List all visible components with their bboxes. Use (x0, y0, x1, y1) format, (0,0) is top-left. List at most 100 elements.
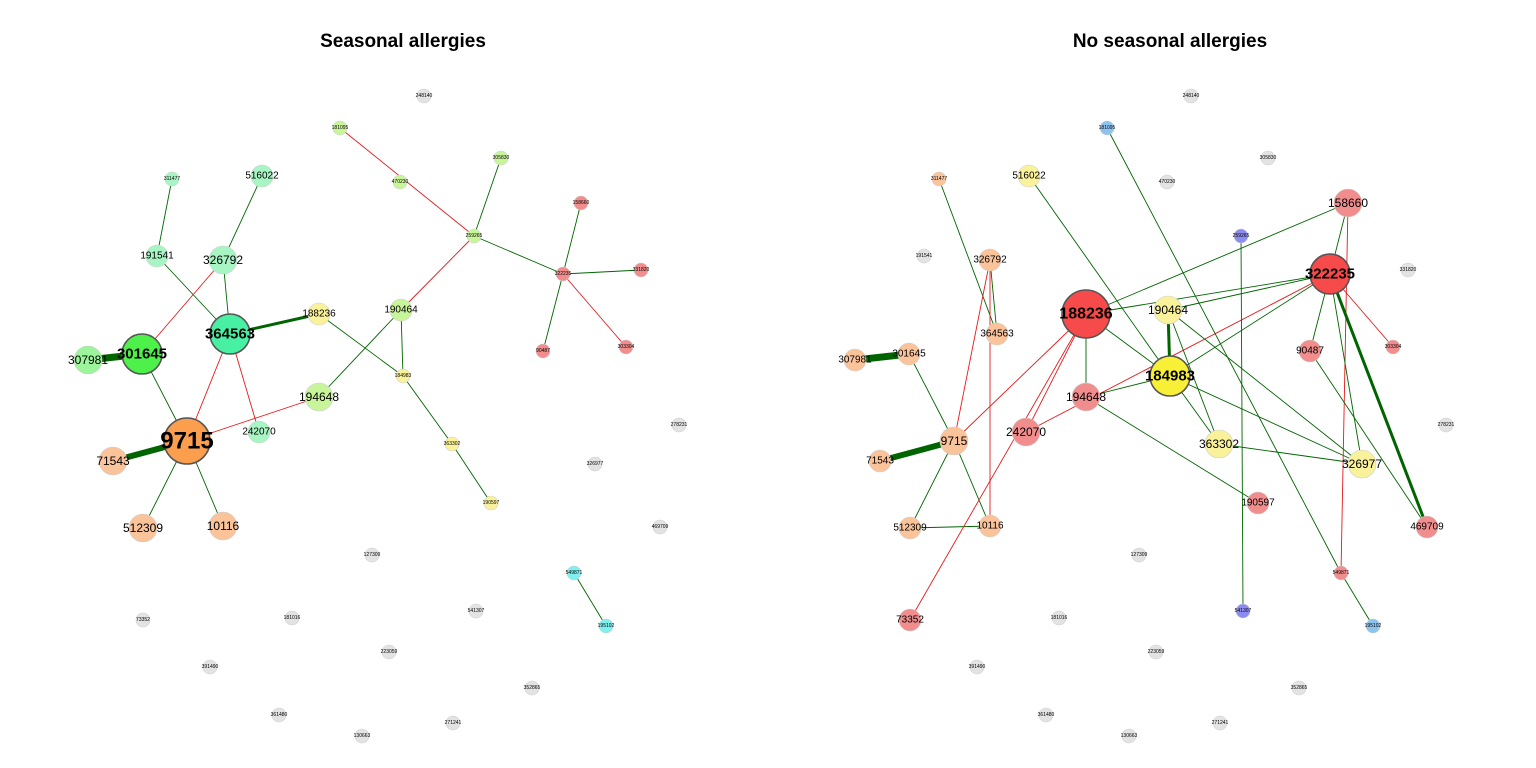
node-circle (1235, 603, 1251, 619)
node-circle (1071, 382, 1101, 412)
node-271241: 271241 (445, 715, 462, 731)
node-label: 363302 (1199, 437, 1239, 451)
node-circle (208, 511, 238, 541)
node-248140: 248140 (416, 88, 433, 104)
node-label: 195102 (1365, 623, 1382, 629)
node-label: 331820 (633, 267, 650, 273)
node-259265: 259265 (1233, 228, 1250, 244)
node-circle (1017, 164, 1041, 188)
node-322235: 322235 (1305, 253, 1355, 295)
node-circle (1051, 610, 1067, 626)
node-label: 301645 (117, 346, 167, 363)
node-circle (1099, 120, 1115, 136)
node-circle (202, 659, 218, 675)
node-label: 181016 (1051, 615, 1068, 621)
node-circle (587, 456, 603, 472)
node-73352: 73352 (896, 608, 924, 632)
node-circle (250, 164, 274, 188)
node-circle (1415, 515, 1439, 539)
node-188236: 188236 (1059, 289, 1113, 339)
node-158660: 158660 (573, 195, 590, 211)
node-circle (209, 313, 251, 355)
node-301645: 301645 (892, 342, 926, 366)
node-circle (1038, 707, 1054, 723)
node-circle (969, 659, 985, 675)
edge-259265-322235 (473, 235, 564, 275)
node-label: 71543 (96, 454, 130, 468)
node-248140: 248140 (1183, 88, 1200, 104)
node-label: 10116 (976, 521, 1004, 532)
node-90487: 90487 (535, 343, 551, 359)
node-circle (868, 449, 892, 473)
node-184983: 184983 (395, 368, 412, 384)
node-circle (73, 345, 103, 375)
node-circle (633, 262, 649, 278)
node-circle (416, 88, 432, 104)
node-label: 9715 (160, 428, 213, 455)
node-label: 512309 (123, 521, 163, 535)
node-label: 470230 (392, 179, 409, 185)
node-label: 188236 (1059, 306, 1112, 323)
node-label: 271241 (1212, 720, 1229, 726)
edge-9715-188236 (953, 313, 1087, 442)
node-311477: 311477 (931, 171, 947, 187)
node-label: 9715 (941, 434, 968, 448)
node-label: 259265 (466, 233, 483, 239)
node-circle (389, 298, 413, 322)
node-190464: 190464 (1148, 295, 1188, 325)
node-label: 190597 (483, 500, 500, 506)
node-circle (1298, 339, 1322, 363)
node-242070: 242070 (242, 420, 276, 444)
node-364563: 364563 (205, 313, 255, 355)
node-391490: 391490 (202, 659, 219, 675)
node-516022: 516022 (1012, 164, 1046, 188)
node-circle (1246, 491, 1270, 515)
node-label: 188236 (302, 309, 336, 320)
node-label: 307981 (68, 353, 108, 367)
edge-512309-10116 (909, 525, 991, 529)
edge-549871-195102 (573, 572, 607, 627)
edge-73352-188236 (909, 313, 1087, 621)
node-circle (916, 248, 932, 264)
edge-190464-322235 (1167, 273, 1331, 311)
node-191541: 191541 (916, 248, 933, 264)
node-label: 470230 (1159, 179, 1176, 185)
node-circle (573, 195, 589, 211)
node-circle (284, 610, 300, 626)
node-circle (1233, 228, 1249, 244)
node-circle (1365, 618, 1381, 634)
node-circle (1309, 253, 1351, 295)
node-label: 278231 (671, 422, 688, 428)
node-label: 90487 (536, 348, 550, 354)
node-130663: 130663 (1121, 728, 1138, 744)
node-circle (1061, 289, 1111, 339)
node-305830: 305830 (1260, 150, 1277, 166)
node-label: 307981 (838, 355, 872, 366)
node-181095: 181095 (332, 120, 349, 136)
node-label: 130663 (1121, 733, 1138, 739)
node-circle (1347, 449, 1377, 479)
edge-326792-364563 (989, 259, 998, 335)
node-301645: 301645 (117, 333, 167, 375)
node-195102: 195102 (598, 618, 615, 634)
node-9715: 9715 (939, 426, 969, 456)
node-512309: 512309 (893, 516, 927, 540)
node-label: 303304 (1385, 344, 1402, 350)
node-363302: 363302 (444, 436, 461, 452)
node-188236: 188236 (302, 302, 336, 326)
node-184983: 184983 (1145, 355, 1195, 397)
node-311477: 311477 (164, 171, 180, 187)
node-label: 305830 (1260, 155, 1277, 161)
edge-158660-322235 (562, 202, 582, 275)
node-181016: 181016 (284, 610, 301, 626)
node-71543: 71543 (866, 449, 894, 473)
node-label: 363302 (444, 441, 461, 447)
edge-516022-326792 (222, 175, 263, 261)
node-326977: 326977 (587, 456, 604, 472)
edge-184983-326977 (1169, 375, 1363, 465)
node-259265: 259265 (466, 228, 483, 244)
node-364563: 364563 (980, 322, 1014, 346)
node-label: 322235 (1305, 266, 1355, 283)
node-90487: 90487 (1296, 339, 1324, 363)
node-label: 305830 (493, 155, 510, 161)
